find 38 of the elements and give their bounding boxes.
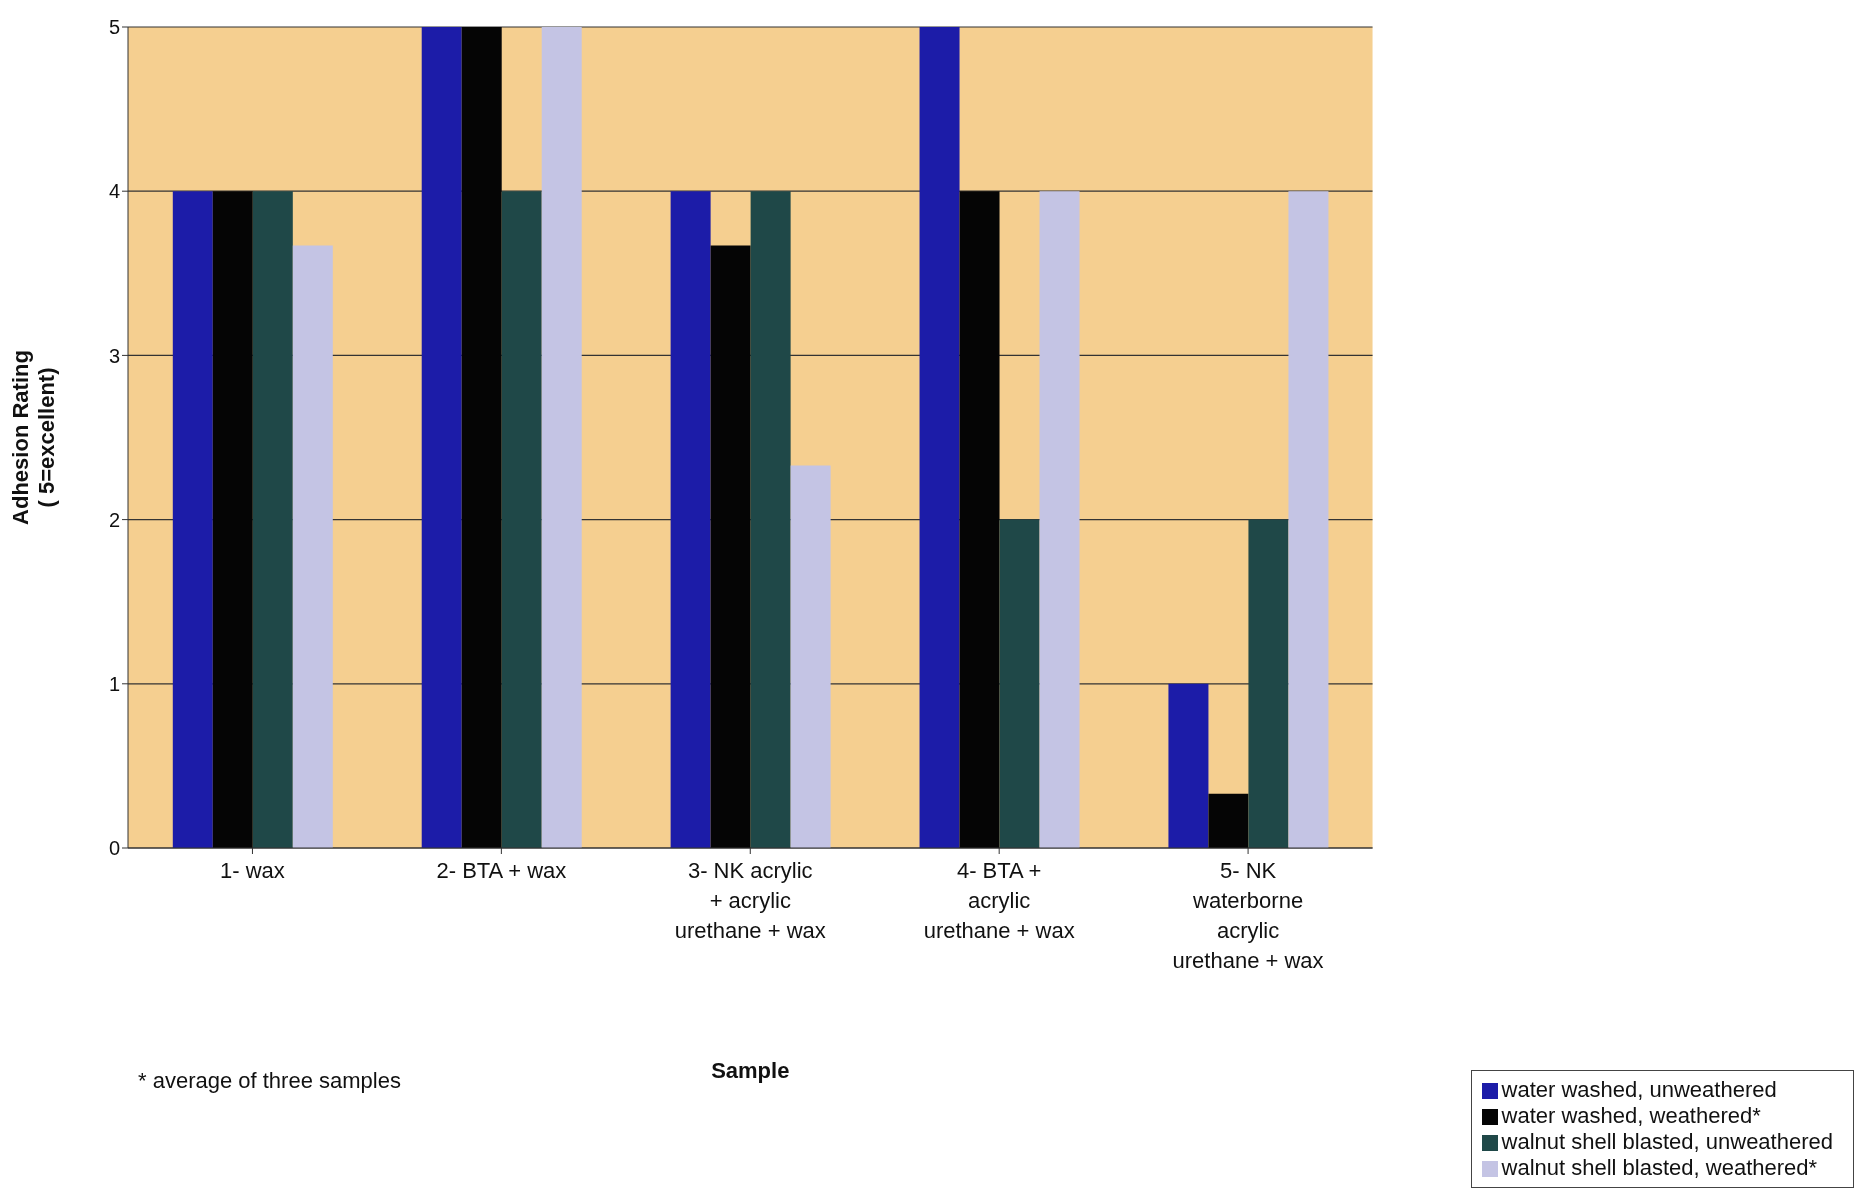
bar — [919, 27, 960, 848]
y-tick-label: 1 — [108, 672, 120, 695]
bar — [1168, 683, 1209, 848]
bar — [292, 245, 333, 848]
bar — [172, 191, 213, 848]
legend-label: water washed, unweathered — [1501, 1077, 1777, 1102]
bar — [670, 191, 711, 848]
x-tick-label: 2- BTA + wax — [436, 858, 567, 883]
y-tick-label: 0 — [108, 837, 120, 860]
bar — [790, 465, 831, 848]
bar — [959, 191, 1000, 848]
x-tick-label: 1- wax — [220, 858, 285, 883]
x-axis-title: Sample — [711, 1058, 790, 1083]
bar — [1248, 519, 1289, 848]
legend-label: walnut shell blasted, weathered* — [1501, 1155, 1818, 1180]
y-tick-label: 2 — [108, 508, 120, 531]
legend-label: water washed, weathered* — [1501, 1103, 1761, 1128]
bar — [710, 245, 751, 848]
x-tick-label: 4- BTA + acrylic urethane + wax — [923, 858, 1075, 943]
bar — [501, 191, 542, 848]
x-tick-label: 3- NK acrylic + acrylic urethane + wax — [674, 858, 826, 943]
y-axis-title: Adhesion Rating ( 5=excellent) — [8, 350, 59, 525]
bar — [212, 191, 253, 848]
bar — [1039, 191, 1080, 848]
bar — [1208, 793, 1249, 848]
bar — [252, 191, 293, 848]
bar — [421, 27, 462, 848]
x-tick-label: 5- NK waterborne acrylic urethane + wax — [1172, 858, 1324, 973]
text: * average of three samples — [138, 1068, 401, 1094]
bar — [541, 27, 582, 848]
y-tick-label: 3 — [108, 344, 120, 367]
y-tick-label: 4 — [108, 180, 120, 203]
bar — [461, 27, 502, 848]
legend-label: walnut shell blasted, unweathered — [1501, 1129, 1833, 1154]
bar — [999, 519, 1040, 848]
bar — [1288, 191, 1329, 848]
y-tick-label: 5 — [108, 16, 120, 39]
bar — [750, 191, 791, 848]
